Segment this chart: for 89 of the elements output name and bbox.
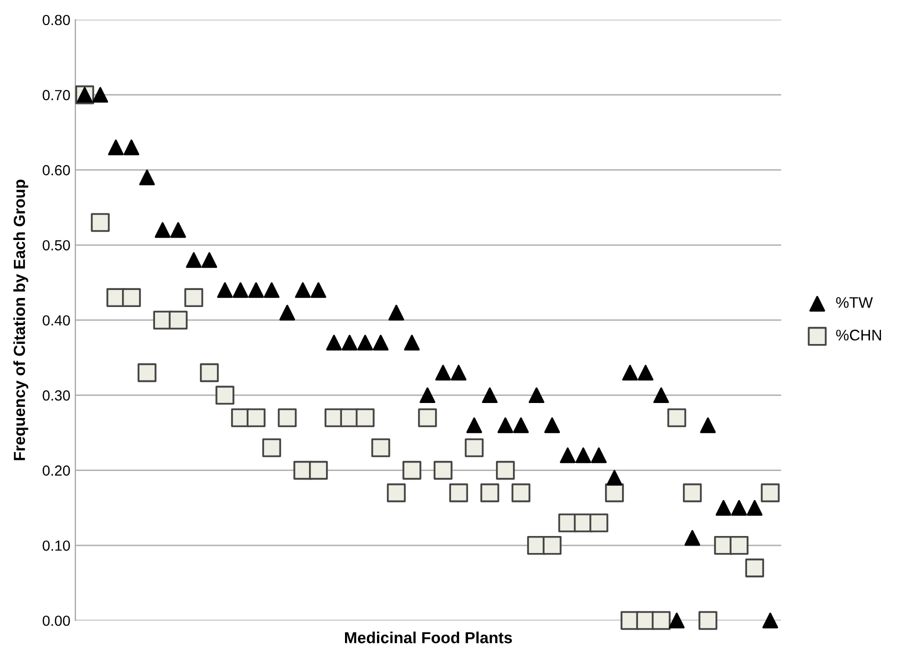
point <box>372 334 389 350</box>
point <box>622 364 638 381</box>
point <box>684 530 700 546</box>
y-tick-label: 0.60 <box>42 165 70 176</box>
y-axis-title: Frequency of Citation by Each Group <box>13 180 28 460</box>
point <box>528 387 544 404</box>
point <box>605 483 624 502</box>
point <box>90 213 110 232</box>
point <box>434 460 452 480</box>
point <box>342 334 358 350</box>
y-tick-label: 0.10 <box>42 540 70 551</box>
point <box>310 282 326 298</box>
y-tick-label: 0.30 <box>42 390 70 401</box>
point <box>139 170 155 186</box>
point <box>449 483 468 502</box>
point <box>356 408 375 428</box>
point <box>246 408 266 428</box>
point <box>496 460 515 480</box>
point <box>309 460 328 480</box>
point <box>480 483 500 502</box>
point <box>108 140 124 156</box>
point <box>667 408 686 428</box>
point <box>682 483 702 502</box>
point <box>186 252 202 268</box>
point <box>122 288 141 307</box>
point <box>716 500 732 516</box>
point <box>435 364 451 381</box>
point <box>513 417 529 434</box>
point <box>326 334 342 350</box>
point <box>404 334 420 350</box>
point <box>591 447 607 464</box>
point <box>217 282 233 298</box>
point <box>200 363 219 382</box>
point <box>745 558 764 578</box>
y-tick-label: 0.20 <box>42 465 70 476</box>
y-tick-label: 0.40 <box>42 315 70 326</box>
point <box>606 470 622 486</box>
point <box>760 483 780 502</box>
point <box>560 447 576 464</box>
point <box>262 438 282 458</box>
point <box>731 500 747 516</box>
point <box>279 304 296 320</box>
point <box>248 282 264 298</box>
point <box>700 417 716 434</box>
point <box>357 334 373 350</box>
point <box>371 438 390 458</box>
point <box>668 612 685 628</box>
point <box>544 417 560 434</box>
legend-label: %CHN <box>836 330 882 341</box>
point <box>464 438 484 458</box>
point <box>653 387 670 404</box>
point <box>420 387 436 404</box>
point <box>184 288 204 307</box>
point <box>498 417 514 434</box>
point <box>730 536 748 555</box>
y-tick-label: 0.80 <box>42 14 70 26</box>
point <box>202 252 218 268</box>
point <box>216 386 234 405</box>
point <box>154 222 170 238</box>
point <box>264 282 280 298</box>
point <box>170 222 186 238</box>
y-tick-label: 0.70 <box>42 90 70 100</box>
point <box>762 612 778 628</box>
point <box>138 363 156 382</box>
point <box>92 86 108 103</box>
point <box>482 387 498 404</box>
point <box>402 460 422 480</box>
point <box>512 483 530 502</box>
point <box>168 310 188 330</box>
point <box>698 611 718 630</box>
legend-label: %TW <box>836 297 873 308</box>
point <box>294 282 311 298</box>
point <box>746 500 763 516</box>
point <box>466 417 482 434</box>
point <box>652 611 671 630</box>
point <box>388 304 404 320</box>
point <box>638 364 654 381</box>
point <box>589 513 608 532</box>
point <box>542 536 562 555</box>
point <box>450 364 466 381</box>
y-tick-label: 0.00 <box>42 616 70 626</box>
point <box>232 282 248 298</box>
point <box>278 408 297 428</box>
point <box>418 408 437 428</box>
x-axis-title: Medicinal Food Plants <box>345 632 512 644</box>
point <box>386 483 406 502</box>
point <box>575 447 592 464</box>
y-tick-label: 0.50 <box>42 240 70 250</box>
point <box>124 140 140 156</box>
